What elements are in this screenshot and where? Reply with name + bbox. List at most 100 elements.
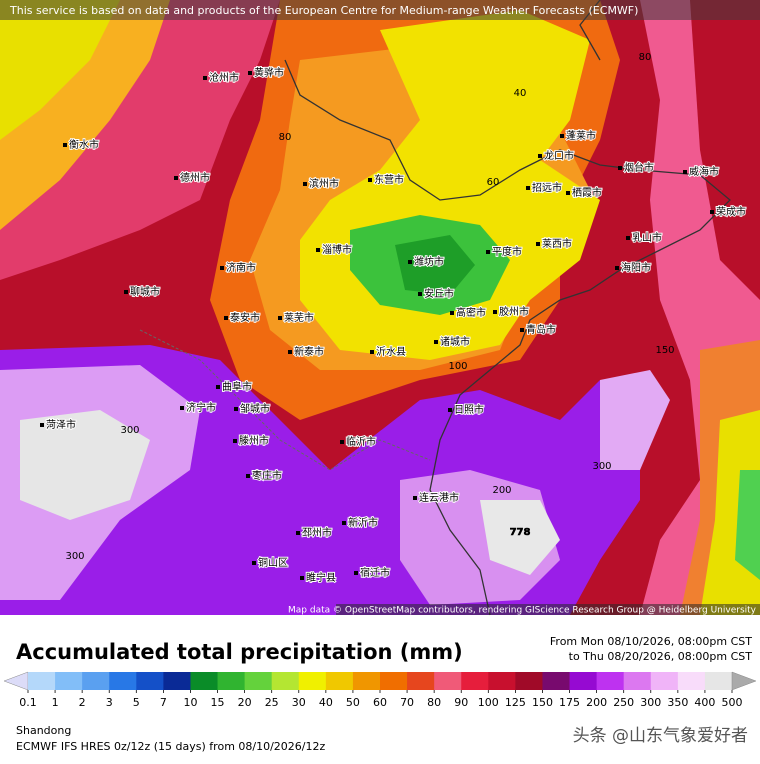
colorbar-label: 30 [292, 696, 306, 709]
contour-label: 150 [655, 345, 674, 356]
city-marker [252, 561, 256, 565]
city-label: 烟台市 [624, 161, 654, 174]
city-marker [520, 328, 524, 332]
colorbar-segment [569, 672, 598, 690]
colorbar-segment [704, 672, 733, 690]
city-label: 邹城市 [240, 402, 270, 415]
city-label: 聊城市 [130, 285, 160, 298]
colorbar-segment [461, 672, 489, 690]
city-label: 德州市 [180, 171, 210, 184]
city-marker [233, 439, 237, 443]
colorbar-label: 40 [319, 696, 333, 709]
colorbar-segment [434, 672, 462, 690]
contour-label: 40 [514, 88, 527, 99]
city-label: 诸城市 [440, 335, 470, 348]
city-label: 潍坊市 [414, 255, 444, 268]
contour-label: 300 [592, 461, 611, 472]
city-marker [493, 310, 497, 314]
city-marker [615, 266, 619, 270]
city-marker [220, 266, 224, 270]
city-label: 淄博市 [322, 243, 352, 256]
city-label: 荣成市 [716, 205, 746, 218]
city-label: 黄骅市 [254, 66, 284, 79]
city-marker [560, 134, 564, 138]
city-marker [203, 76, 207, 80]
province-border [139, 329, 431, 471]
colorbar-label: 175 [559, 696, 580, 709]
city-marker [486, 250, 490, 254]
colorbar-label: 125 [505, 696, 526, 709]
contour-label: 100 [448, 361, 467, 372]
model-info: ECMWF IFS HRES 0z/12z (15 days) from 08/… [16, 740, 326, 753]
colorbar-segment [190, 672, 219, 690]
city-marker [354, 571, 358, 575]
colorbar-label: 50 [346, 696, 360, 709]
city-label: 济宁市 [186, 401, 216, 414]
colorbar-segment [677, 672, 706, 690]
attribution: Map data © OpenStreetMap contributors, r… [288, 606, 757, 616]
city-label: 泰安市 [230, 311, 260, 324]
colorbar-label: 100 [478, 696, 499, 709]
colorbar-segment [488, 672, 516, 690]
colorbar-label: 70 [400, 696, 414, 709]
city-marker [536, 242, 540, 246]
colorbar-label: 1 [52, 696, 59, 709]
city-label: 青岛市 [526, 323, 556, 336]
city-marker [413, 496, 417, 500]
city-label: 济南市 [226, 261, 256, 274]
city-marker [303, 182, 307, 186]
colorbar-segment [380, 672, 408, 690]
city-marker [683, 170, 687, 174]
city-label: 衡水市 [69, 138, 99, 151]
colorbar-segment [407, 672, 435, 690]
city-label: 蓬莱市 [566, 129, 596, 142]
city-marker [316, 248, 320, 252]
colorbar-label: 400 [694, 696, 715, 709]
city-label: 睢宁县 [306, 571, 336, 584]
city-marker [434, 340, 438, 344]
banner: This service is based on data and produc… [9, 4, 638, 17]
colorbar-label: 5 [133, 696, 140, 709]
city-label: 铜山区 [258, 557, 288, 569]
city-label: 宿迁市 [360, 566, 390, 579]
colorbar-segment [325, 672, 354, 690]
city-marker [566, 191, 570, 195]
watermark: 头条 @山东气象爱好者 [573, 726, 748, 746]
contour-label: 778 [510, 527, 531, 538]
city-label: 滕州市 [239, 434, 269, 447]
period-to: to Thu 08/20/2026, 08:00pm CST [569, 650, 753, 663]
contour-label: 300 [65, 551, 84, 562]
city-label: 菏泽市 [46, 418, 76, 431]
city-marker [246, 474, 250, 478]
city-marker [124, 290, 128, 294]
colorbar-label: 25 [265, 696, 279, 709]
city-label: 新泰市 [294, 345, 324, 358]
city-label: 沧州市 [209, 71, 239, 84]
colorbar-label: 300 [640, 696, 661, 709]
city-marker [710, 210, 714, 214]
city-label: 龙口市 [544, 149, 574, 162]
colorbar-segment [298, 672, 327, 690]
city-label: 栖霞市 [572, 186, 602, 199]
colorbar-label: 0.1 [19, 696, 37, 709]
city-marker [278, 316, 282, 320]
colorbar-segment [82, 672, 110, 690]
city-label: 临沂市 [346, 435, 376, 448]
colorbar-label: 150 [532, 696, 553, 709]
colorbar-label: 15 [211, 696, 225, 709]
colorbar-under [3, 671, 29, 691]
contour-label: 80 [639, 52, 652, 63]
colorbar-segment [217, 672, 246, 690]
city-marker [40, 423, 44, 427]
city-marker [450, 311, 454, 315]
city-marker [216, 385, 220, 389]
city-label: 枣庄市 [252, 469, 282, 482]
colorbar-segment [55, 672, 83, 690]
city-marker [618, 166, 622, 170]
city-label: 邳州市 [302, 526, 332, 539]
contour-label: 300 [120, 425, 139, 436]
city-marker [408, 260, 412, 264]
contour-label: 60 [487, 177, 500, 188]
